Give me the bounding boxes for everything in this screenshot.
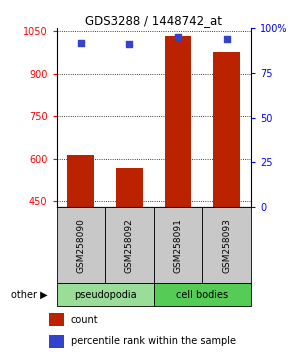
Text: GSM258090: GSM258090 [76, 218, 85, 273]
Point [224, 36, 229, 42]
Bar [154, 283, 251, 306]
Bar [57, 283, 154, 306]
Text: other ▶: other ▶ [11, 290, 48, 300]
Bar [116, 168, 143, 207]
Point [79, 40, 83, 45]
Title: GDS3288 / 1448742_at: GDS3288 / 1448742_at [85, 14, 222, 27]
Point [176, 34, 180, 40]
Bar [49, 335, 64, 348]
Bar [105, 207, 154, 283]
Bar [57, 207, 105, 283]
Text: pseudopodia: pseudopodia [74, 290, 136, 300]
Text: GSM258091: GSM258091 [173, 218, 182, 273]
Bar [154, 207, 202, 283]
Text: cell bodies: cell bodies [176, 290, 228, 300]
Bar [49, 313, 64, 326]
Text: GSM258093: GSM258093 [222, 218, 231, 273]
Point [127, 41, 132, 47]
Text: count: count [70, 315, 98, 325]
Text: percentile rank within the sample: percentile rank within the sample [70, 336, 235, 346]
Bar [202, 207, 251, 283]
Text: GSM258092: GSM258092 [125, 218, 134, 273]
Bar [213, 52, 240, 207]
Bar [68, 155, 94, 207]
Bar [165, 36, 191, 207]
